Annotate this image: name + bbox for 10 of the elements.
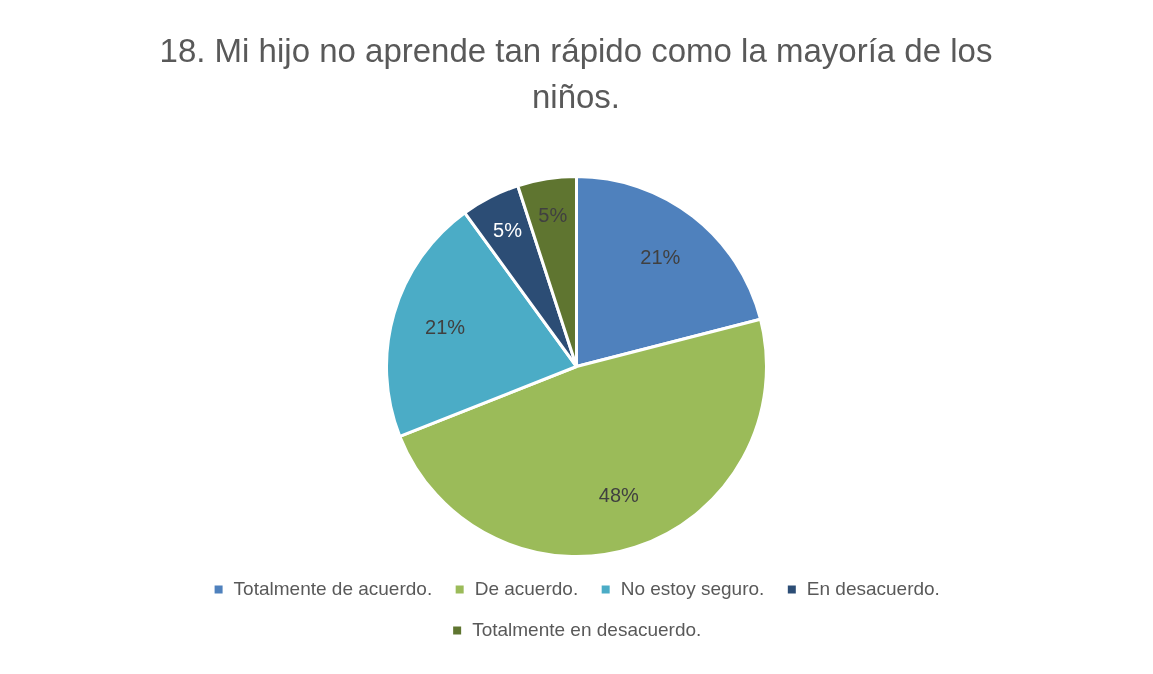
legend-label: De acuerdo.: [474, 577, 579, 599]
data-label: 21%: [640, 245, 681, 268]
legend-label: En desacuerdo.: [806, 577, 940, 599]
legend-label: Totalmente en desacuerdo.: [472, 618, 702, 640]
legend-label: Totalmente de acuerdo.: [233, 577, 433, 599]
data-label: 5%: [493, 218, 523, 241]
legend-label: No estoy seguro.: [620, 577, 765, 599]
chart-title: 18. Mi hijo no aprende tan rápido como la mayoría de los niños.: [158, 31, 994, 117]
data-label: 21%: [425, 315, 466, 338]
data-label: 48%: [598, 484, 639, 507]
